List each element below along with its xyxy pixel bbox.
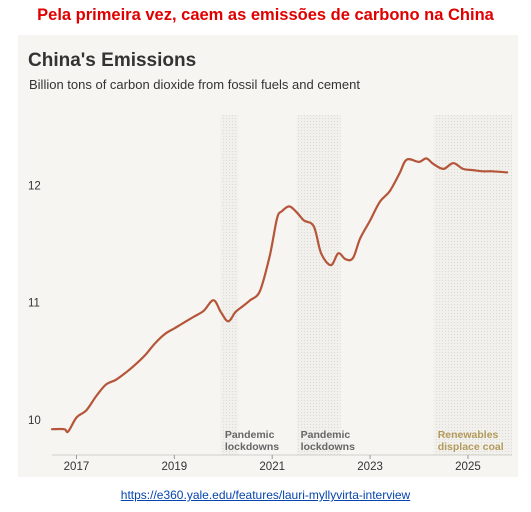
shaded-label-3-line-1: Renewables — [438, 429, 499, 441]
x-tick-label-2019: 2019 — [162, 461, 188, 473]
x-tick-label-2021: 2021 — [259, 461, 285, 473]
headline: Pela primeira vez, caem as emissões de c… — [37, 6, 494, 24]
shaded-label-1-line-1: Pandemic — [225, 429, 275, 441]
shaded-period-1 — [220, 115, 238, 455]
shaded-label-2-line-1: Pandemic — [301, 429, 351, 441]
chart-title: China's Emissions — [28, 50, 197, 71]
shaded-period-3 — [433, 115, 512, 455]
shaded-label-3-line-2: displace coal — [438, 441, 504, 453]
y-tick-label-11: 11 — [28, 298, 40, 310]
y-tick-label-12: 12 — [28, 180, 41, 192]
source-link[interactable]: https://e360.yale.edu/features/lauri-myl… — [120, 488, 411, 502]
emissions-series-line-1 — [50, 157, 509, 434]
x-tick-label-2017: 2017 — [64, 461, 90, 473]
chart-subtitle: Billion tons of carbon dioxide from foss… — [29, 77, 360, 92]
shaded-label-2-line-2: lockdowns — [301, 441, 355, 453]
shaded-period-2 — [296, 115, 341, 455]
shaded-label-1-line-2: lockdowns — [225, 441, 279, 453]
y-tick-label-10: 10 — [28, 415, 41, 427]
x-tick-label-2023: 2023 — [357, 461, 383, 473]
x-tick-label-2025: 2025 — [455, 461, 481, 473]
